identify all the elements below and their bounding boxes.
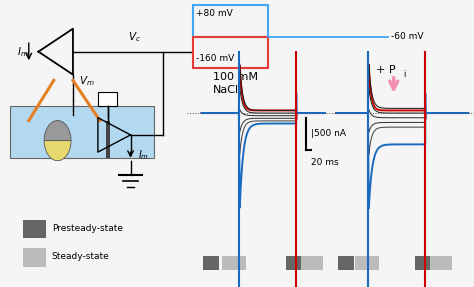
Text: +80 mV: +80 mV [196,9,233,18]
Bar [338,256,354,269]
Bar [355,256,379,269]
Text: Steady-state: Steady-state [52,252,109,261]
Bar [193,36,267,68]
Wedge shape [44,121,71,141]
Bar [301,256,323,269]
Bar [203,256,219,269]
Bar [286,256,302,269]
Bar [9,106,154,158]
Text: -60 mV: -60 mV [391,32,423,41]
Text: |500 nA: |500 nA [310,129,346,138]
Bar [23,220,46,238]
Bar [429,256,453,269]
Text: $I_m$: $I_m$ [17,45,29,59]
Text: i: i [404,70,406,79]
Text: 100 mM
NaCl: 100 mM NaCl [213,72,258,95]
Text: -160 mV: -160 mV [196,54,234,63]
Text: $I_m$: $I_m$ [138,148,149,162]
Bar [415,256,431,269]
Text: Presteady-state: Presteady-state [52,224,123,233]
Text: $V_c$: $V_c$ [128,31,141,44]
Bar [106,121,110,158]
Bar [193,5,267,36]
Text: $V_m$: $V_m$ [79,75,94,88]
Text: 20 ms: 20 ms [310,158,338,167]
Bar [222,256,246,269]
Text: + P: + P [376,65,396,75]
Wedge shape [44,141,71,161]
Bar [98,92,117,106]
Bar [23,248,46,267]
